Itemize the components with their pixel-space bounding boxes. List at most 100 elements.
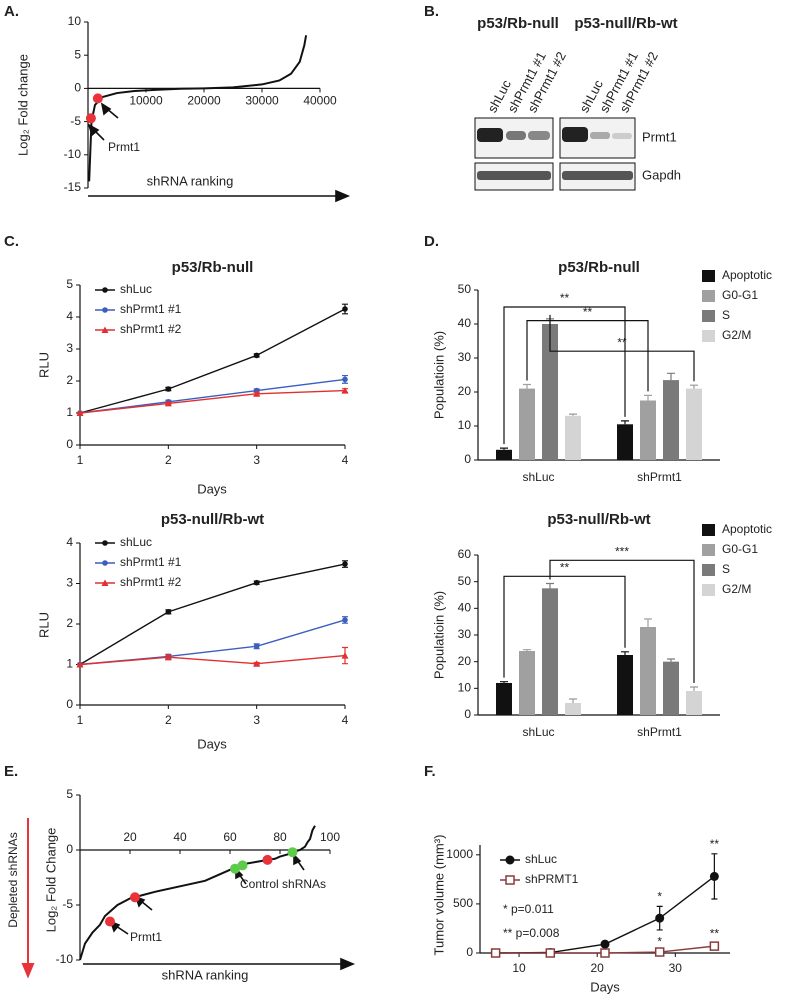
marker xyxy=(253,643,260,650)
error-bar xyxy=(523,649,531,651)
y-tick-label: 3 xyxy=(66,341,73,355)
bar xyxy=(496,683,512,715)
error-bar xyxy=(621,420,629,425)
highlight-point xyxy=(130,892,140,903)
error-bar xyxy=(667,658,675,662)
y-tick-label: 4 xyxy=(66,309,73,323)
significance-bracket xyxy=(503,575,626,678)
marker xyxy=(342,376,348,383)
x-tick-label: 20000 xyxy=(187,94,221,108)
legend-swatch xyxy=(702,330,715,342)
line xyxy=(79,563,346,666)
bar xyxy=(640,400,656,460)
error-bar xyxy=(644,394,652,401)
depleted-arrow xyxy=(21,818,35,979)
marker xyxy=(165,386,172,392)
chart-title: p53-null/Rb-wt xyxy=(547,511,650,528)
x-tick-label: 10000 xyxy=(129,94,163,108)
legend-swatch xyxy=(702,310,715,322)
highlight-point xyxy=(105,916,115,927)
error-bar xyxy=(546,582,554,589)
x-tick-label: 3 xyxy=(253,713,260,727)
bar xyxy=(542,324,558,460)
x-tick-label: 40000 xyxy=(303,94,337,108)
error-bar xyxy=(621,651,629,655)
legend-label: shPRMT1 xyxy=(525,872,579,886)
marker xyxy=(76,409,84,416)
highlight-point xyxy=(237,860,248,871)
bar xyxy=(640,627,656,715)
error-bar xyxy=(569,413,577,416)
error-bar xyxy=(500,681,508,683)
significance-bracket xyxy=(526,320,649,392)
bar xyxy=(686,388,702,460)
marker xyxy=(102,287,108,293)
x-tick-label: 30 xyxy=(669,961,683,975)
legend-label: Apoptotic xyxy=(722,522,772,536)
x-axis-label: Days xyxy=(197,736,227,751)
marker xyxy=(709,941,720,951)
y-tick-label: 3 xyxy=(66,576,73,590)
band xyxy=(477,171,551,180)
bar xyxy=(496,449,512,460)
y-tick-label: 0 xyxy=(464,707,471,721)
y-tick-label: 1000 xyxy=(446,847,473,861)
point-label: ** xyxy=(710,837,720,851)
error-bar xyxy=(690,384,698,389)
panel-label: F. xyxy=(424,763,436,780)
legend-label: shLuc xyxy=(120,282,152,296)
band-label: Gapdh xyxy=(642,167,681,182)
x-tick-label: 20 xyxy=(123,830,137,844)
y-tick-label: -10 xyxy=(56,952,74,966)
chart-title: p53/Rb-null xyxy=(558,259,640,276)
line xyxy=(79,308,346,414)
highlight-point xyxy=(92,93,103,104)
significance-label: ** xyxy=(560,561,570,575)
marker xyxy=(342,617,348,623)
bar xyxy=(519,651,535,715)
x-tick-label: 100 xyxy=(320,830,340,844)
annotation: * p=0.011 xyxy=(503,902,554,916)
bar xyxy=(663,661,679,715)
marker xyxy=(654,947,665,957)
band xyxy=(562,171,633,180)
point-label: * xyxy=(657,890,662,904)
band xyxy=(590,132,610,139)
x-axis-label: Days xyxy=(590,979,620,994)
y-tick-label: 40 xyxy=(458,601,472,615)
annotation: ** p=0.008 xyxy=(503,926,560,940)
band xyxy=(477,128,503,142)
y-tick-label: 10 xyxy=(458,681,472,695)
error-bar xyxy=(644,618,652,627)
y-tick-label: -5 xyxy=(70,114,81,128)
legend-label: shLuc xyxy=(525,852,557,866)
x-axis-label: Days xyxy=(197,481,227,496)
y-tick-label: 20 xyxy=(458,384,472,398)
bar xyxy=(519,388,535,460)
y-tick-label: 50 xyxy=(458,282,472,296)
legend-swatch xyxy=(702,290,715,302)
x-tick-label: shPrmt1 xyxy=(637,470,682,484)
marker xyxy=(600,948,610,958)
highlight-point xyxy=(230,863,240,874)
marker xyxy=(342,561,348,567)
significance-label: ** xyxy=(617,335,627,349)
x-tick-label: shLuc xyxy=(522,470,554,484)
legend-swatch xyxy=(702,544,715,556)
arrows xyxy=(83,102,356,971)
y-tick-label: 30 xyxy=(458,350,472,364)
marker xyxy=(164,399,172,407)
significance-bracket xyxy=(503,306,626,445)
x-tick-label: 1 xyxy=(77,453,84,467)
marker xyxy=(165,609,172,615)
line xyxy=(79,654,346,666)
y-tick-label: 0 xyxy=(466,945,473,959)
band xyxy=(562,127,588,142)
x-tick-label: 80 xyxy=(273,830,287,844)
y-tick-label: 10 xyxy=(68,14,82,28)
y-tick-label: 0 xyxy=(74,81,81,95)
x-tick-label: shPrmt1 xyxy=(637,725,682,739)
x-tick-label: 10 xyxy=(512,961,526,975)
x-tick-label: 2 xyxy=(165,453,172,467)
chart-title: p53-null/Rb-wt xyxy=(161,511,264,528)
